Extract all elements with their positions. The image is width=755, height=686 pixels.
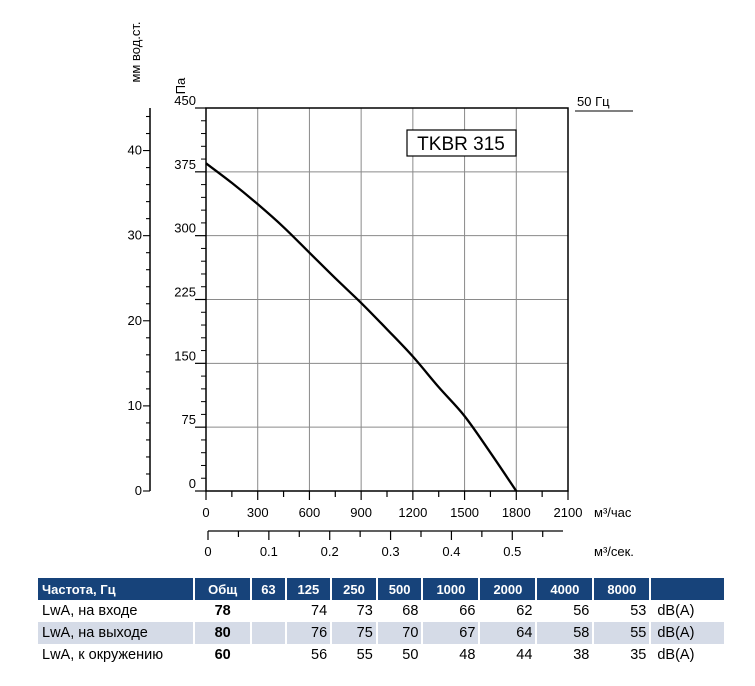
cell-250: 55 xyxy=(356,647,373,663)
y-tick-label: 150 xyxy=(174,348,196,363)
x2-tick-label: 0.4 xyxy=(442,544,460,559)
x-tick-label: 1800 xyxy=(502,505,531,520)
cell-250: 75 xyxy=(332,622,376,644)
x-tick-label: 900 xyxy=(350,505,372,520)
cell-8000: 55 xyxy=(594,622,650,644)
cell-2000: 62 xyxy=(516,603,533,619)
y-left-tick-label: 0 xyxy=(135,483,142,498)
x2-tick-label: 0.1 xyxy=(260,544,278,559)
cell-63 xyxy=(252,644,284,666)
x-tick-label: 600 xyxy=(299,505,321,520)
curves xyxy=(205,162,518,492)
cell-4000: 56 xyxy=(573,603,590,619)
y-axis-left-mmwc: 0 10 20 30 40 xyxy=(128,108,151,498)
x2-tick-label: 0.3 xyxy=(382,544,400,559)
row-total: 78 xyxy=(214,603,231,619)
grid-lines xyxy=(206,108,568,491)
x-tick-label: 1500 xyxy=(450,505,479,520)
y-axis-pa: 0 75 150 225 300 375 450 xyxy=(174,93,206,492)
frequency-label: 50 Гц xyxy=(577,94,610,109)
row-label: LwA, к окружению xyxy=(42,647,164,663)
row-unit: dB(A) xyxy=(651,622,724,644)
cell-4000: 58 xyxy=(537,622,593,644)
x-axis-m3s: 0 0.1 0.2 0.3 0.4 0.5 xyxy=(204,530,563,559)
y-left-tick-label: 10 xyxy=(128,398,142,413)
cell-500: 50 xyxy=(402,647,419,663)
x-tick-label: 2100 xyxy=(554,505,583,520)
cell-63 xyxy=(252,622,285,644)
row-total: 80 xyxy=(195,622,251,644)
x-axis-m3h: 0 300 600 900 1200 1500 1800 2100 xyxy=(202,491,582,520)
cell-1000: 67 xyxy=(423,622,479,644)
table-row-inlet: LwA, на входе 78 74 73 68 66 62 56 53 dB… xyxy=(38,600,724,622)
row-label: LwA, на входе xyxy=(42,603,138,619)
y-tick-label: 375 xyxy=(174,157,196,172)
chart-title: TKBR 315 xyxy=(417,134,505,155)
cell-4000: 38 xyxy=(573,647,590,663)
cell-125: 56 xyxy=(311,647,328,663)
header-125: 125 xyxy=(286,578,331,600)
x-tick-label: 300 xyxy=(247,505,269,520)
cell-500: 68 xyxy=(402,603,419,619)
header-1000: 1000 xyxy=(423,578,479,600)
header-250: 250 xyxy=(332,578,376,600)
fan-curve-chart: 0 10 20 30 40 0 75 150 225 300 375 450 0 300 600 900 1… xyxy=(128,21,634,559)
y-tick-label: 450 xyxy=(174,93,196,108)
cell-2000: 64 xyxy=(480,622,536,644)
y-axis-label: Па xyxy=(173,77,188,94)
header-4000: 4000 xyxy=(537,578,593,600)
y-tick-label: 75 xyxy=(182,412,196,427)
cell-500: 70 xyxy=(377,622,422,644)
sound-level-table: Частота, Гц Общ 63 125 250 500 1000 2000… xyxy=(36,578,726,666)
header-frequency: Частота, Гц xyxy=(38,578,193,600)
y-axis-left-label: мм вод.ст. xyxy=(128,21,143,82)
cell-63 xyxy=(252,600,284,622)
cell-8000: 53 xyxy=(630,603,647,619)
x-tick-label: 1200 xyxy=(398,505,427,520)
table-header-row: Частота, Гц Общ 63 125 250 500 1000 2000… xyxy=(38,578,724,600)
row-unit: dB(A) xyxy=(657,647,695,663)
cell-125: 74 xyxy=(311,603,328,619)
x2-tick-label: 0.5 xyxy=(503,544,521,559)
table-row-surroundings: LwA, к окружению 60 56 55 50 48 44 38 35… xyxy=(38,644,724,666)
x2-tick-label: 0.2 xyxy=(321,544,339,559)
y-tick-label: 300 xyxy=(174,221,196,236)
cell-1000: 66 xyxy=(459,603,476,619)
header-500: 500 xyxy=(377,578,422,600)
header-total: Общ xyxy=(195,578,251,600)
cell-2000: 44 xyxy=(516,647,533,663)
header-63: 63 xyxy=(252,578,285,600)
y-tick-label: 0 xyxy=(189,476,196,491)
y-left-tick-label: 30 xyxy=(128,228,142,243)
y-tick-label: 225 xyxy=(174,285,196,300)
fan-curve-line xyxy=(205,162,518,492)
title-box xyxy=(406,129,517,157)
row-unit: dB(A) xyxy=(657,603,695,619)
y-left-tick-label: 20 xyxy=(128,313,142,328)
cell-250: 73 xyxy=(356,603,373,619)
y-left-tick-label: 40 xyxy=(128,143,142,158)
x-tick-label: 0 xyxy=(202,505,209,520)
row-label: LwA, на выходе xyxy=(38,622,193,644)
cell-1000: 48 xyxy=(459,647,476,663)
x-axis-secondary-label: м³/сек. xyxy=(594,544,634,559)
cell-125: 76 xyxy=(286,622,331,644)
header-8000: 8000 xyxy=(594,578,650,600)
table-row-outlet: LwA, на выходе 80 76 75 70 67 64 58 55 d… xyxy=(38,622,724,644)
x-axis-label: м³/час xyxy=(594,505,632,520)
header-2000: 2000 xyxy=(480,578,536,600)
cell-8000: 35 xyxy=(630,647,647,663)
row-total: 60 xyxy=(214,647,231,663)
x2-tick-label: 0 xyxy=(204,544,211,559)
header-unit xyxy=(651,578,724,600)
